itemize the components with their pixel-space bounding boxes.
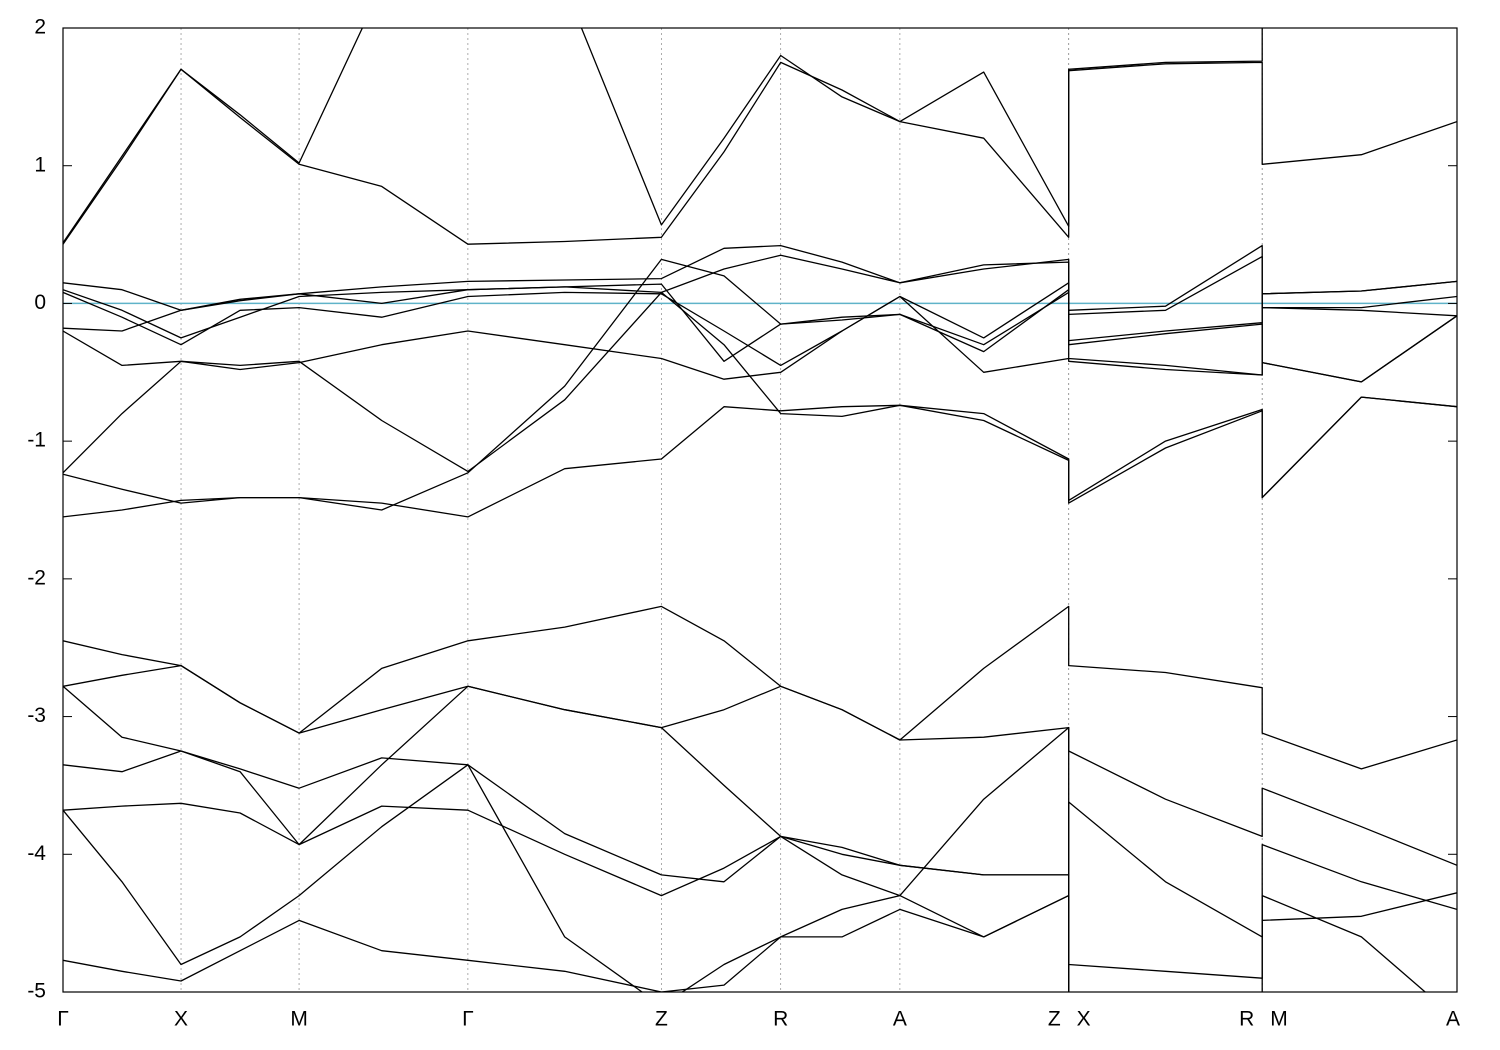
x-tick-label: Γ [57, 1008, 69, 1031]
band [63, 605, 1457, 770]
band [63, 254, 1457, 339]
y-tick-label: -5 [27, 980, 46, 1003]
x-tick-label: Z [655, 1008, 668, 1031]
band [63, 61, 1457, 245]
x-tick-label: X [1077, 1008, 1091, 1031]
band [63, 282, 1457, 367]
band [63, 295, 1457, 383]
x-tick-label: A [893, 1008, 907, 1031]
y-tick-label: -4 [27, 842, 46, 865]
x-tick-label: R [773, 1008, 788, 1031]
band [63, 396, 1457, 518]
x-tick-label: Γ [462, 1008, 474, 1031]
band [63, 28, 1263, 244]
x-tick-label: Z [1048, 1008, 1061, 1031]
y-tick-label: -3 [27, 704, 46, 727]
y-tick-label: 2 [34, 16, 46, 39]
y-tick-label: 1 [34, 153, 46, 176]
band [63, 258, 1457, 511]
x-tick-label: A [1446, 1008, 1460, 1031]
y-tick-label: 0 [34, 291, 46, 314]
x-tick-label: M [1270, 1008, 1288, 1031]
bands [63, 28, 1457, 992]
band [63, 283, 1457, 383]
plot-frame [62, 27, 1458, 993]
band [63, 894, 1070, 992]
x-tick-label: X [174, 1008, 188, 1031]
x-tick-label: M [290, 1008, 308, 1031]
band [63, 802, 1427, 992]
y-tick-label: -2 [27, 566, 46, 589]
band [63, 291, 1457, 502]
band [63, 664, 1457, 866]
band [63, 244, 1457, 311]
y-tick-label: -1 [27, 429, 46, 452]
x-tick-label: R [1239, 1008, 1254, 1031]
